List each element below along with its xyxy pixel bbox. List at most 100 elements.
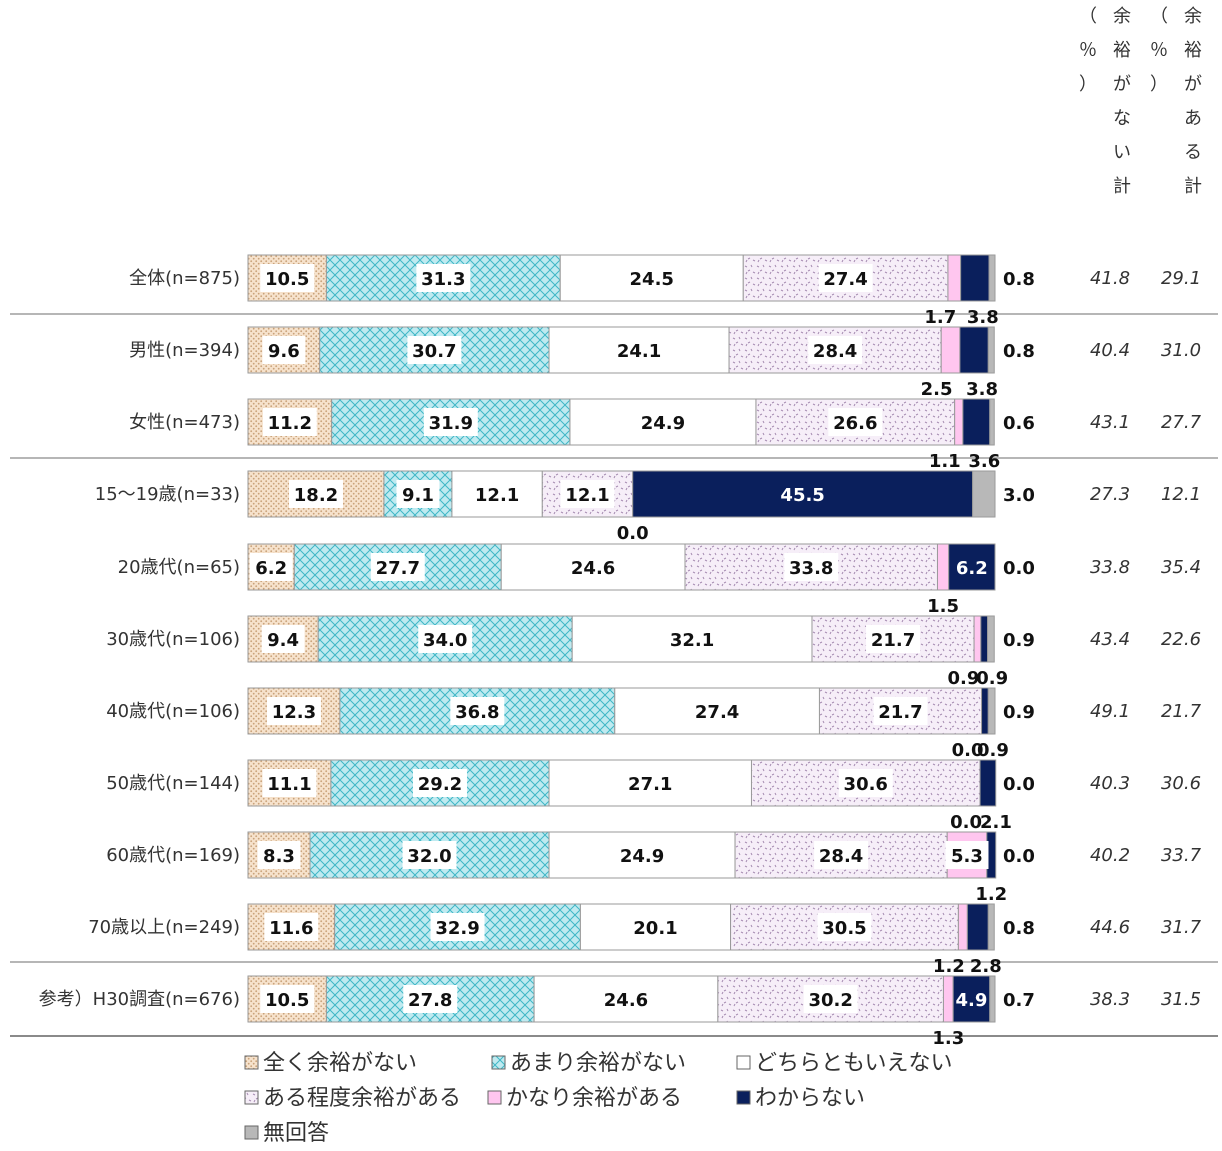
value-label-outside: 1.2 — [933, 956, 965, 977]
value-label-bg — [264, 913, 319, 941]
value-label: 0.8 — [1003, 341, 1035, 362]
value-label-bg — [784, 553, 839, 581]
value-label: 31.3 — [421, 269, 465, 290]
value-label-outside: 2.8 — [970, 956, 1002, 977]
value-label-bg — [412, 769, 467, 797]
summary-value: 12.1 — [1161, 484, 1201, 505]
bar-segment — [987, 903, 995, 951]
summary-header-char: 余 — [1113, 6, 1131, 27]
value-label: 18.2 — [294, 485, 338, 506]
value-label: 29.2 — [418, 774, 462, 795]
summary-header-char: あ — [1184, 108, 1202, 129]
bar-segment — [980, 615, 989, 663]
summary-value: 40.3 — [1090, 773, 1130, 794]
value-label-outside: 3.8 — [966, 379, 998, 400]
value-label-bg — [598, 985, 653, 1013]
summary-value: 31.5 — [1161, 989, 1201, 1010]
bar-segment — [987, 687, 996, 735]
legend-swatch — [487, 1090, 502, 1105]
legend-item: ある程度余裕がある — [244, 1086, 461, 1111]
value-label: 0.0 — [1003, 558, 1035, 579]
value-label-outside: 1.2 — [975, 884, 1007, 905]
value-label-bg — [430, 913, 485, 941]
bar-segment — [979, 759, 997, 807]
summary-header-char: ％ — [1150, 40, 1168, 61]
value-label-bg — [396, 480, 440, 508]
summary-value: 33.8 — [1090, 557, 1130, 578]
value-label-bg — [416, 264, 471, 292]
summary-header-char: な — [1113, 108, 1131, 129]
summary-value: 33.7 — [1161, 845, 1202, 866]
value-label: 9.4 — [267, 630, 299, 651]
summary-header-char: ） — [1079, 74, 1097, 95]
bar-segment — [330, 759, 550, 807]
value-label: 20.1 — [633, 918, 677, 939]
value-label-bg — [470, 480, 525, 508]
bar-row: 全体(n=875) 10.5 31.3 24.5 27.4 0.8 1.7 3.8 41.8 29… — [129, 254, 1201, 328]
value-label: 30.5 — [822, 918, 866, 939]
bar-segment — [962, 398, 991, 446]
summary-header-char: 余 — [1184, 6, 1202, 27]
category-label: 参考）H30調査(n=676) — [39, 989, 240, 1010]
value-label-outside: 0.0 — [950, 812, 982, 833]
bar-segment — [632, 470, 974, 518]
summary-header-char: い — [1113, 142, 1131, 163]
bar-segment — [960, 254, 990, 302]
bar-row: 女性(n=473) 11.2 31.9 24.9 26.6 0.6 1.1 3.6 43.1 27… — [129, 398, 1202, 472]
value-label-outside: 2.5 — [921, 379, 953, 400]
value-label-bg — [665, 625, 720, 653]
value-label: 10.5 — [265, 990, 309, 1011]
value-label: 5.3 — [951, 846, 983, 867]
value-label-bg — [945, 841, 989, 869]
value-label: 4.9 — [956, 990, 988, 1011]
bar-row: 60歳代(n=169) 8.3 32.0 24.9 28.4 5.3 0.0 1.2 40.2 3… — [106, 831, 1202, 905]
value-label-outside: 1.1 — [929, 451, 961, 472]
value-label: 26.6 — [833, 413, 877, 434]
value-label-bg — [257, 841, 301, 869]
bar-segment — [989, 975, 996, 1023]
bar-row: 15～19歳(n=33) 18.2 9.1 12.1 12.1 45.5 3.0 0.0 27.… — [95, 470, 1201, 544]
value-label: 28.4 — [819, 846, 863, 867]
bar-row: 30歳代(n=106) 9.4 34.0 32.1 21.7 0.90.90.943.4 2… — [106, 615, 1201, 689]
bar-segment — [942, 975, 954, 1023]
legend-label: ある程度余裕がある — [263, 1086, 461, 1111]
summary-value: 27.7 — [1161, 412, 1202, 433]
value-label-bg — [418, 625, 473, 653]
legend-item: かなり余裕がある — [487, 1086, 682, 1111]
value-label-outside: 0.9 — [977, 740, 1009, 761]
legend-label: かなり余裕がある — [506, 1086, 682, 1111]
summary-value: 35.4 — [1161, 557, 1201, 578]
value-label-bg — [866, 625, 921, 653]
bar-row: 50歳代(n=144) 11.1 29.2 27.1 30.6 0.00.02.140.3… — [106, 759, 1201, 833]
group-dividers — [10, 313, 1218, 1037]
value-label-bg — [828, 408, 883, 436]
legend-label: どちらともいえない — [755, 1051, 953, 1076]
legend-item: あまり余裕がない — [491, 1051, 686, 1076]
value-label: 0.7 — [1003, 990, 1035, 1011]
value-label-bg — [814, 841, 869, 869]
summary-value: 43.4 — [1090, 629, 1130, 650]
legend-item: どちらともいえない — [736, 1051, 953, 1076]
category-label: 全体(n=875) — [129, 268, 240, 289]
value-label: 8.3 — [263, 846, 295, 867]
value-label: 34.0 — [423, 630, 467, 651]
value-label: 0.6 — [1003, 413, 1035, 434]
legend-swatch — [736, 1055, 751, 1070]
legend-swatch — [244, 1125, 259, 1140]
legend-swatch — [244, 1055, 259, 1070]
summary-value: 31.7 — [1161, 917, 1202, 938]
legend-item: 全く余裕がない — [244, 1051, 417, 1076]
bar-row: 20歳代(n=65) 6.2 27.7 24.6 33.8 6.2 0.0 1.5 33.8 35… — [118, 543, 1201, 617]
value-label: 9.1 — [402, 485, 434, 506]
bar-segment — [247, 759, 332, 807]
value-label-bg — [261, 625, 305, 653]
value-label: 12.3 — [272, 702, 316, 723]
value-label-bg — [818, 264, 873, 292]
value-label: 0.9 — [1003, 702, 1035, 723]
bar-segment — [948, 543, 996, 591]
summary-value: 22.6 — [1161, 629, 1201, 650]
value-label: 27.1 — [628, 774, 672, 795]
legend-swatch — [244, 1090, 259, 1105]
bar-segment — [981, 687, 989, 735]
